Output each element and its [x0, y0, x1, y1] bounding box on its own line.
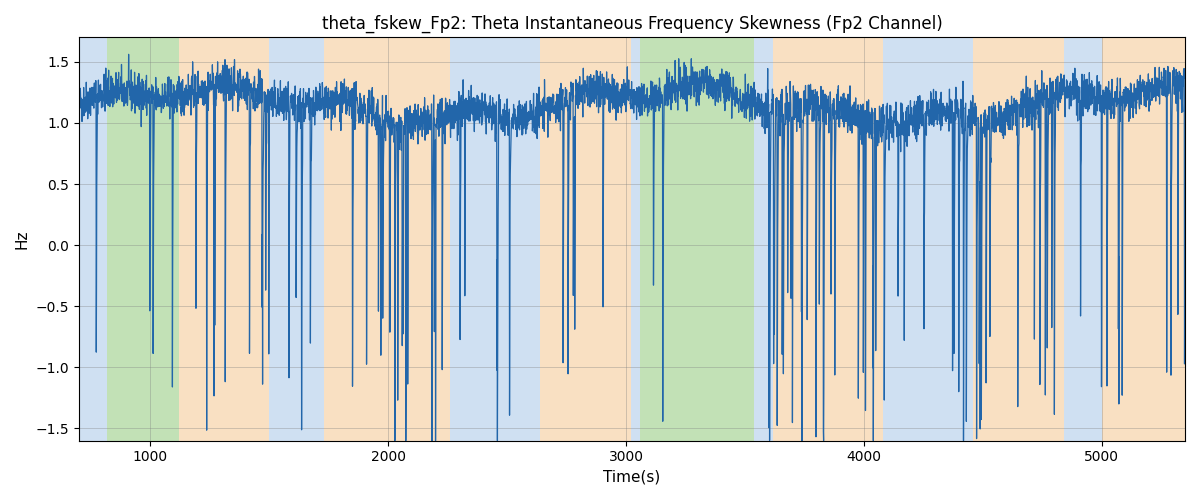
Title: theta_fskew_Fp2: Theta Instantaneous Frequency Skewness (Fp2 Channel): theta_fskew_Fp2: Theta Instantaneous Fre… — [322, 15, 942, 34]
Bar — [1102, 38, 1186, 440]
Bar — [179, 38, 269, 440]
Bar — [774, 38, 883, 440]
X-axis label: Time(s): Time(s) — [604, 470, 660, 485]
Bar — [324, 38, 341, 440]
Bar — [450, 38, 540, 440]
Bar — [269, 38, 324, 440]
Bar — [540, 38, 631, 440]
Y-axis label: Hz: Hz — [14, 230, 30, 249]
Bar — [755, 38, 774, 440]
Bar — [883, 38, 973, 440]
Bar — [79, 38, 108, 440]
Bar — [641, 38, 755, 440]
Bar — [631, 38, 641, 440]
Bar — [973, 38, 1063, 440]
Bar — [119, 38, 179, 440]
Bar — [108, 38, 119, 440]
Bar — [1063, 38, 1102, 440]
Bar — [341, 38, 450, 440]
